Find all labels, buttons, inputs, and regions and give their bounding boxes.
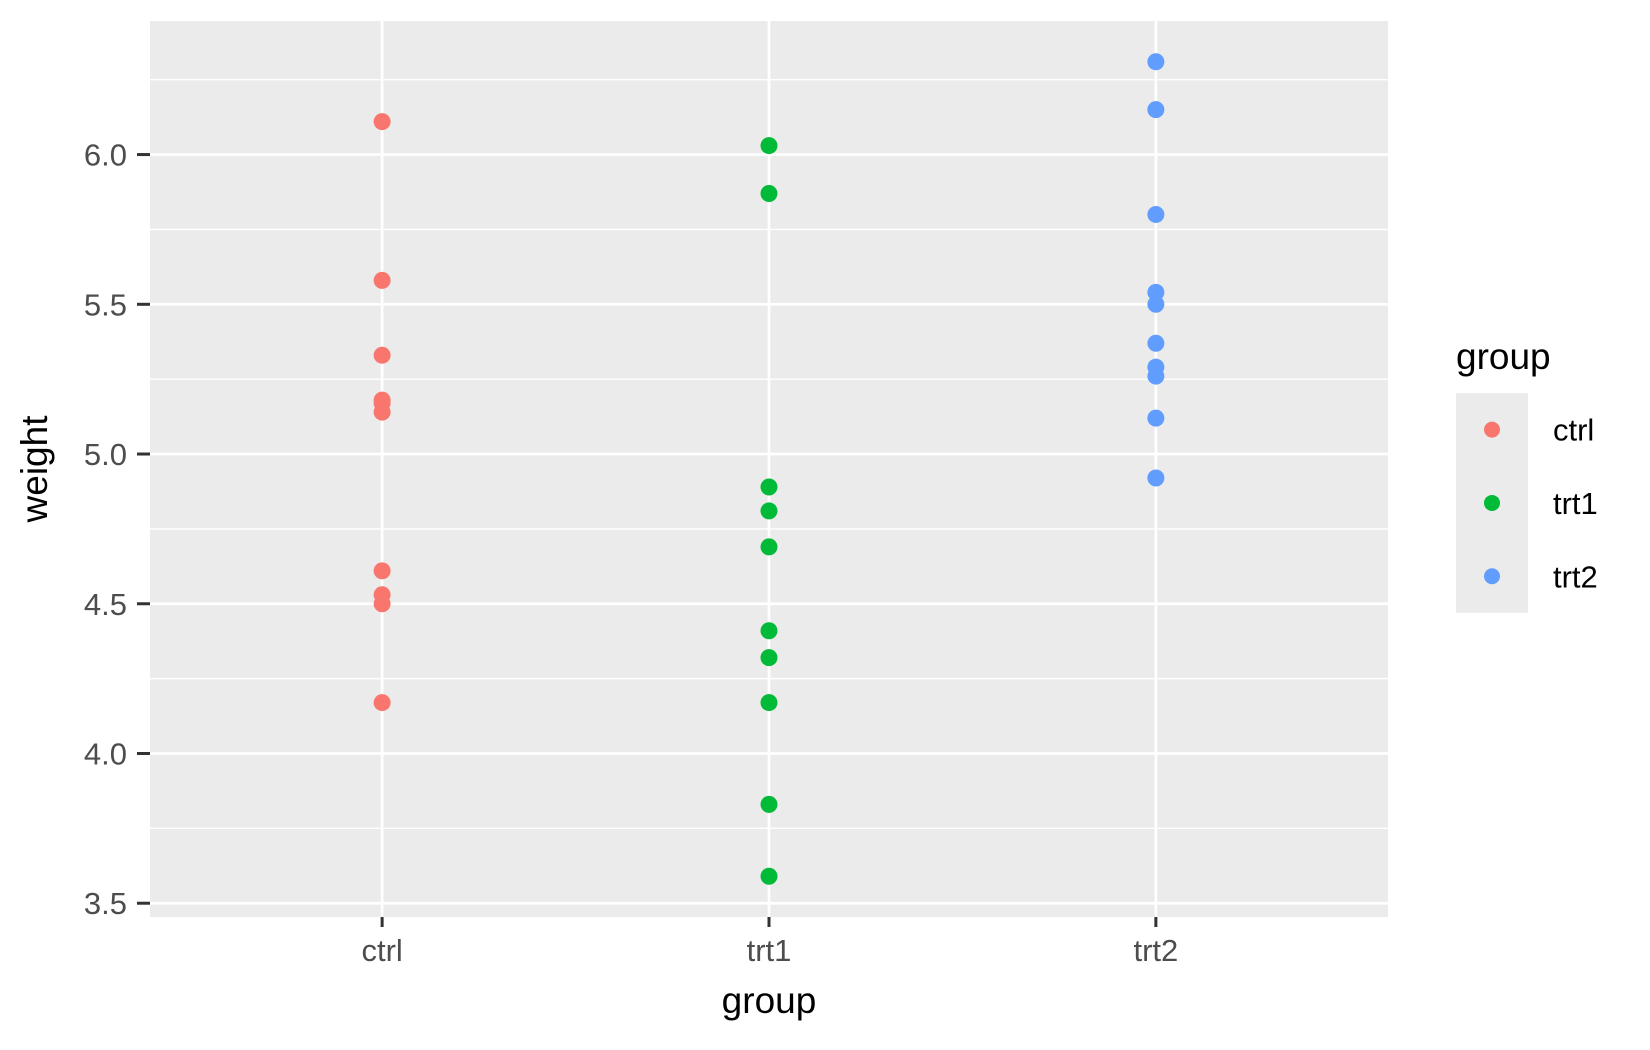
data-point-trt2 (1147, 283, 1165, 301)
data-point-trt1 (760, 184, 778, 202)
data-point-trt1 (760, 795, 778, 813)
x-tick-label: trt1 (747, 933, 792, 968)
legend-label-trt1: trt1 (1553, 486, 1598, 521)
data-point-ctrl (373, 403, 391, 421)
y-tick-label: 4.5 (84, 587, 127, 622)
legend-dot-trt1 (1484, 494, 1500, 511)
data-point-trt2 (1147, 367, 1165, 385)
data-point-trt2 (1147, 53, 1165, 71)
data-point-trt1 (760, 538, 778, 556)
y-tick-label: 5.5 (84, 287, 127, 322)
legend-label-ctrl: ctrl (1553, 413, 1594, 448)
y-axis-title: weight (14, 415, 55, 524)
data-point-trt1 (760, 694, 778, 712)
data-point-trt1 (760, 867, 778, 885)
data-point-ctrl (373, 271, 391, 289)
legend-title: group (1456, 336, 1551, 377)
y-tick-label: 5.0 (84, 437, 127, 472)
data-point-trt2 (1147, 295, 1165, 313)
x-tick-label: ctrl (361, 933, 402, 968)
legend-label-trt2: trt2 (1553, 559, 1598, 594)
data-point-ctrl (373, 562, 391, 580)
legend: ctrl trt1 trt2 (1456, 393, 1598, 613)
y-tick-label: 6.0 (84, 138, 127, 173)
legend-dot-trt2 (1484, 568, 1500, 585)
x-tick-label: trt2 (1133, 933, 1178, 968)
data-points-layer (373, 53, 1165, 885)
y-tick-label: 3.5 (84, 886, 127, 921)
data-point-ctrl (373, 346, 391, 364)
y-tick-label: 4.0 (84, 736, 127, 771)
data-point-ctrl (373, 694, 391, 712)
data-point-trt1 (760, 649, 778, 667)
axes-layer: 3.5 4.0 4.5 5.0 5.5 6.0 ctrl trt1 trt2 (84, 138, 1178, 968)
data-point-trt1 (760, 137, 778, 155)
legend-dot-ctrl (1484, 421, 1500, 438)
data-point-trt2 (1147, 101, 1165, 119)
data-point-trt1 (760, 622, 778, 640)
data-point-ctrl (373, 586, 391, 604)
data-point-trt2 (1147, 409, 1165, 427)
plot-panel-layer (150, 21, 1388, 917)
data-point-trt2 (1147, 334, 1165, 352)
x-axis-title: group (722, 980, 817, 1021)
data-point-trt2 (1147, 469, 1165, 487)
data-point-trt1 (760, 478, 778, 496)
data-point-trt1 (760, 502, 778, 520)
data-point-ctrl (373, 113, 391, 131)
data-point-trt2 (1147, 205, 1165, 223)
